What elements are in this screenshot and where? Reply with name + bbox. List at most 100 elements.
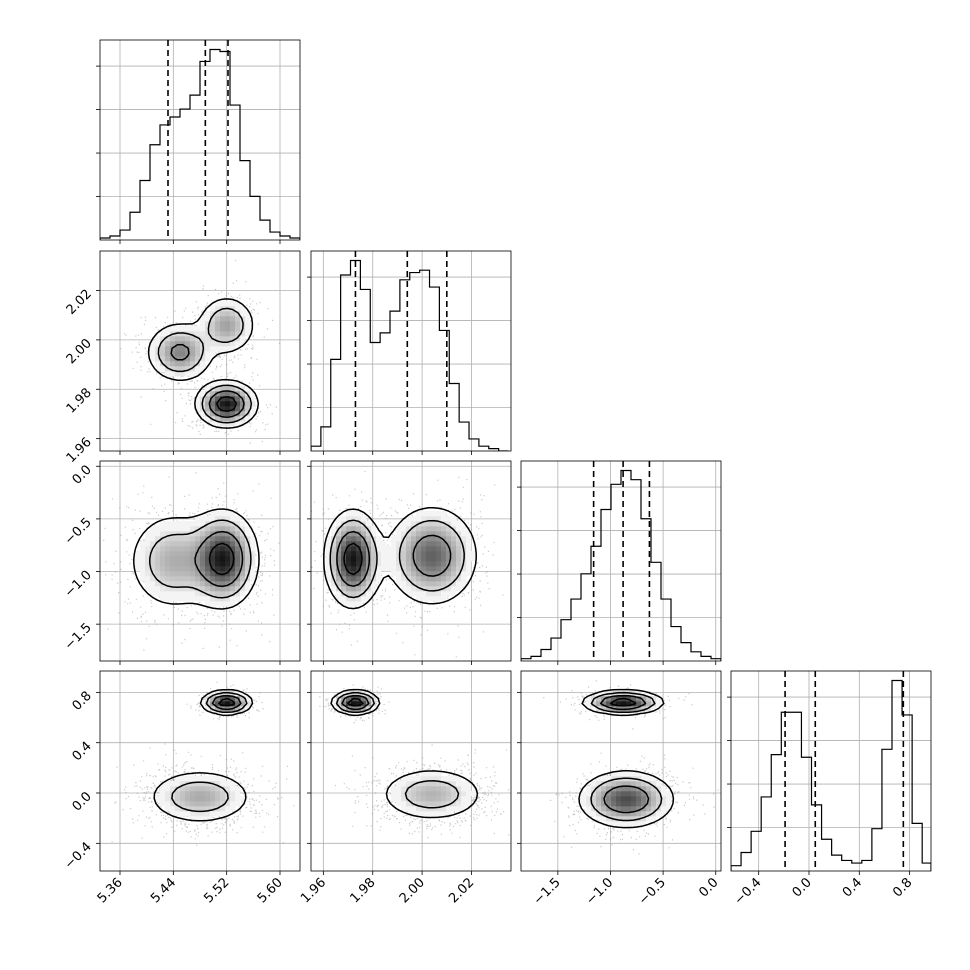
density-cell: [170, 581, 176, 587]
density-cell: [461, 801, 467, 807]
x-tick-label: 0.0: [696, 875, 721, 900]
density-cell: [371, 581, 377, 587]
density-cell: [371, 566, 377, 572]
density-cell: [225, 526, 231, 532]
density-cell: [225, 406, 231, 412]
density-cell: [376, 546, 382, 552]
density-cell: [586, 811, 592, 817]
density-cell: [250, 566, 256, 572]
density-cell: [215, 306, 221, 312]
density-cell: [245, 386, 251, 392]
density-cell: [230, 696, 236, 702]
density-cell: [230, 346, 236, 352]
density-cell: [336, 516, 342, 522]
density-cell: [461, 541, 467, 547]
density-cell: [155, 796, 161, 802]
density-cell: [446, 521, 452, 527]
density-cell: [170, 361, 176, 367]
density-cell: [200, 556, 206, 562]
density-cell: [230, 786, 236, 792]
density-cell: [466, 551, 472, 557]
density-cell: [341, 706, 347, 712]
density-cell: [366, 591, 372, 597]
density-cell: [190, 326, 196, 332]
density-cell: [436, 511, 442, 517]
density-cell: [230, 571, 236, 577]
density-cell: [336, 521, 342, 527]
density-cell: [185, 811, 191, 817]
density-cell: [165, 796, 171, 802]
density-cell: [160, 801, 166, 807]
density-cell: [641, 796, 647, 802]
density-cell: [205, 331, 211, 337]
density-cell: [215, 411, 221, 417]
density-cell: [336, 701, 342, 707]
density-cell: [165, 551, 171, 557]
density-cell: [361, 581, 367, 587]
density-cell: [421, 576, 427, 582]
density-cell: [230, 711, 236, 717]
density-cell: [175, 591, 181, 597]
density-cell: [160, 336, 166, 342]
density-cell: [240, 796, 246, 802]
density-cell: [426, 576, 432, 582]
density-cell: [396, 576, 402, 582]
density-cell: [446, 776, 452, 782]
density-cell: [421, 521, 427, 527]
density-cell: [150, 531, 156, 537]
density-cell: [190, 776, 196, 782]
density-cell: [145, 571, 151, 577]
density-cell: [235, 791, 241, 797]
density-cell: [240, 581, 246, 587]
density-cell: [205, 576, 211, 582]
density-cell: [421, 786, 427, 792]
density-cell: [436, 581, 442, 587]
density-cell: [205, 416, 211, 422]
density-cell: [175, 326, 181, 332]
density-cell: [175, 541, 181, 547]
contour-line: [590, 691, 663, 822]
density-cell: [210, 806, 216, 812]
density-cell: [210, 516, 216, 522]
density-cell: [456, 796, 462, 802]
density-cell: [215, 696, 221, 702]
density-cell: [621, 786, 627, 792]
density-cell: [240, 331, 246, 337]
density-cell: [240, 531, 246, 537]
density-cell: [170, 561, 176, 567]
density-cell: [461, 576, 467, 582]
density-cell: [466, 791, 472, 797]
density-cell: [215, 381, 221, 387]
density-cell: [215, 776, 221, 782]
density-cell: [451, 521, 457, 527]
density-cell: [436, 541, 442, 547]
density-cell: [180, 356, 186, 362]
density-cell: [170, 521, 176, 527]
density-cell: [461, 786, 467, 792]
density-cell: [601, 706, 607, 712]
density-cell: [210, 391, 216, 397]
density-cell: [205, 806, 211, 812]
density-cell: [195, 371, 201, 377]
density-cell: [155, 346, 161, 352]
density-cell: [180, 526, 186, 532]
density-cell: [366, 521, 372, 527]
density-cell: [451, 536, 457, 542]
density-cell: [185, 566, 191, 572]
density-cell: [240, 546, 246, 552]
density-cell: [421, 516, 427, 522]
density-cell: [215, 331, 221, 337]
density-cell: [205, 561, 211, 567]
contour-line: [170, 343, 245, 418]
density-cell: [225, 321, 231, 327]
density-cell: [341, 536, 347, 542]
density-cell: [451, 786, 457, 792]
density-cell: [601, 776, 607, 782]
density-cell: [596, 691, 602, 697]
density-cell: [165, 346, 171, 352]
panel-ticks-3-3: −0.4 0.0 0.4 0.8: [727, 671, 931, 908]
density-cell: [200, 701, 206, 707]
density-cell: [145, 566, 151, 572]
density-cell: [225, 311, 231, 317]
density-cell: [210, 536, 216, 542]
